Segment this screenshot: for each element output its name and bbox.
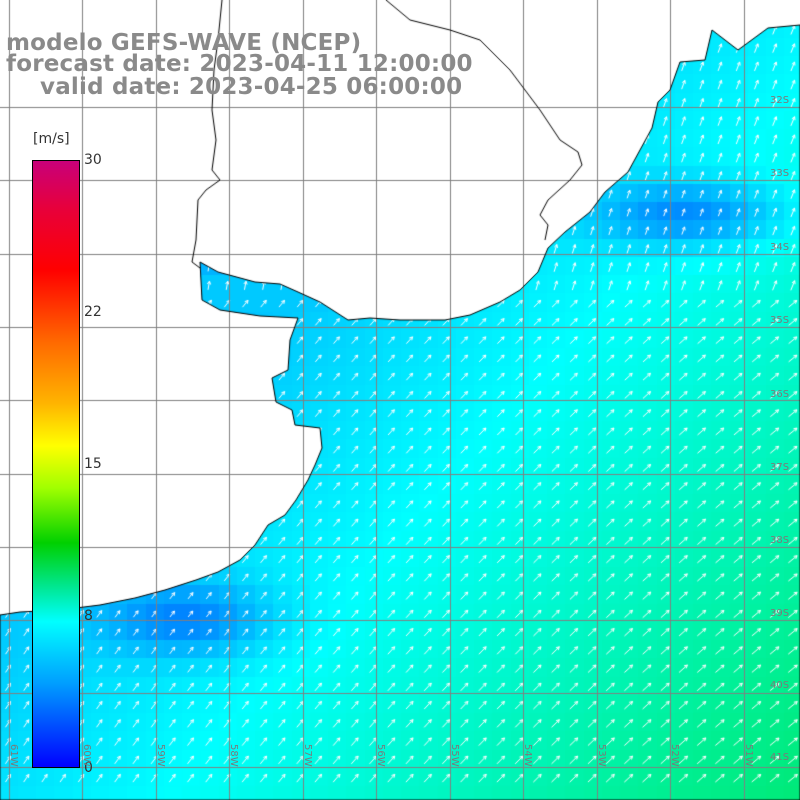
lat-label: 40S <box>770 680 790 691</box>
lon-label: 56W <box>375 744 386 767</box>
lon-label: 55W <box>449 744 460 767</box>
lat-label: 39S <box>770 608 790 619</box>
lon-label: 57W <box>302 744 313 767</box>
lon-label: 54W <box>522 744 533 767</box>
lat-label: 41S <box>770 752 790 763</box>
lon-label: 60W <box>81 744 92 767</box>
lat-label: 33S <box>770 168 790 179</box>
colorbar-tick: 22 <box>84 304 102 320</box>
lat-label: 37S <box>770 462 790 473</box>
lat-label: 35S <box>770 315 790 326</box>
colorbar-tick: 30 <box>84 152 102 168</box>
forecast-date: forecast date: 2023-04-11 12:00:00 <box>6 51 473 77</box>
colorbar-tick: 8 <box>84 608 93 624</box>
lat-label: 34S <box>770 242 790 253</box>
colorbar-tick: 15 <box>84 456 102 472</box>
lon-label: 51W <box>743 744 754 767</box>
colorbar <box>32 160 80 768</box>
lon-label: 61W <box>8 744 19 767</box>
model-title: modelo GEFS-WAVE (NCEP) <box>6 30 362 56</box>
lon-label: 58W <box>228 744 239 767</box>
lon-label: 52W <box>669 744 680 767</box>
lat-label: 36S <box>770 389 790 400</box>
lon-label: 59W <box>155 744 166 767</box>
colorbar-tick: 0 <box>84 760 93 776</box>
colorbar-unit: [m/s] <box>33 131 70 147</box>
lat-label: 32S <box>770 95 790 106</box>
valid-date: valid date: 2023-04-25 06:00:00 <box>40 74 463 100</box>
lat-label: 38S <box>770 535 790 546</box>
lon-label: 53W <box>596 744 607 767</box>
